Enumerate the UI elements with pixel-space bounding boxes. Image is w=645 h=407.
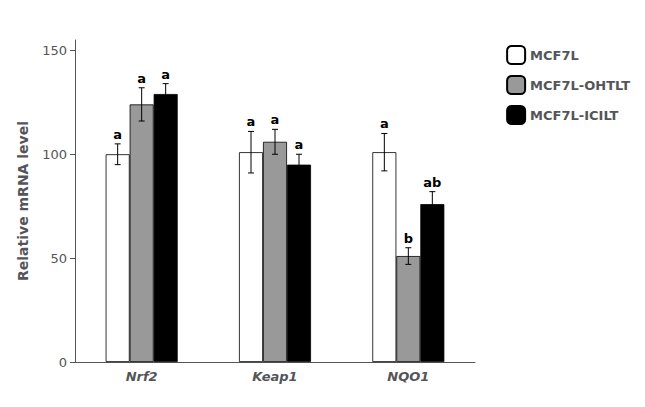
- svg-text:50: 50: [50, 251, 67, 266]
- svg-text:ab: ab: [423, 175, 441, 190]
- svg-text:NQO1: NQO1: [387, 369, 429, 384]
- svg-text:a: a: [247, 114, 256, 129]
- svg-text:Nrf2: Nrf2: [126, 369, 158, 384]
- svg-text:MCF7L-ICILT: MCF7L-ICILT: [530, 108, 618, 123]
- svg-text:a: a: [295, 137, 304, 152]
- svg-text:a: a: [271, 112, 280, 127]
- svg-text:Keap1: Keap1: [252, 369, 297, 384]
- svg-text:150: 150: [42, 43, 67, 58]
- svg-text:a: a: [113, 127, 122, 142]
- svg-text:100: 100: [42, 147, 67, 162]
- svg-text:a: a: [380, 116, 389, 131]
- svg-text:MCF7L-OHTLT: MCF7L-OHTLT: [530, 78, 630, 93]
- svg-text:Relative mRNA level: Relative mRNA level: [15, 121, 31, 281]
- svg-text:a: a: [137, 71, 146, 86]
- svg-text:0: 0: [59, 355, 67, 370]
- svg-text:a: a: [161, 67, 170, 82]
- svg-text:MCF7L: MCF7L: [530, 48, 579, 63]
- svg-text:b: b: [404, 231, 413, 246]
